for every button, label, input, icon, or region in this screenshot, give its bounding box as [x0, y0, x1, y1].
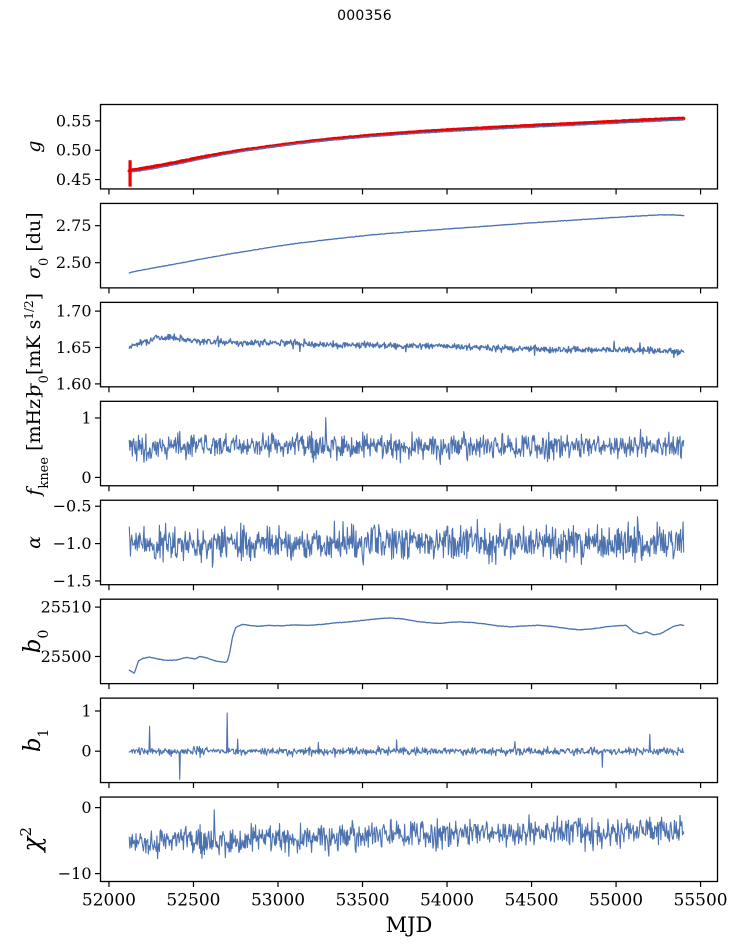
- y-tick-label: −1.0: [53, 534, 92, 553]
- x-tick-label: 55000: [589, 891, 643, 911]
- y-tick-label: 2.50: [56, 253, 92, 272]
- y-tick-label: 0.55: [56, 111, 92, 130]
- y-tick-label: 0.45: [56, 170, 92, 189]
- figure-title: 000356: [337, 8, 392, 24]
- y-tick-label: 1.65: [56, 338, 92, 357]
- ylabel-alpha: α: [23, 536, 45, 549]
- x-tick-label: 52000: [82, 891, 136, 911]
- y-tick-label: 25500: [41, 647, 92, 666]
- xlabel: MJD: [386, 913, 433, 937]
- panel-b0: 25500 25510: [41, 598, 719, 690]
- y-tick-label: −10: [58, 864, 92, 883]
- panel-sigma0_du: 2.50 2.75: [56, 202, 719, 294]
- series-sigma0_du_blue: [128, 214, 685, 274]
- panel-f_knee: 01: [81, 400, 719, 492]
- panel-frame: [99, 598, 719, 685]
- y-tick-label: −0.5: [53, 497, 92, 516]
- y-tick-label: 1: [81, 408, 91, 427]
- ylabel-sigma0-du: σ0 [du]: [23, 212, 52, 279]
- panel-gain: 0.45 0.50 0.55: [56, 103, 719, 195]
- ylabel-chi2: χ2: [17, 827, 46, 854]
- series-chi2_blue: [128, 809, 685, 860]
- series-b1_blue: [128, 712, 685, 780]
- x-tick-label: 53500: [335, 891, 389, 911]
- y-tick-label: 1.60: [56, 374, 92, 393]
- y-tick-label: 1.70: [56, 302, 92, 321]
- y-tick-label: 0: [81, 798, 91, 817]
- x-tick-label: 55500: [674, 891, 728, 911]
- ylabel-sigma0-mk: σ0[mK s1/2]: [22, 293, 52, 396]
- y-tick-label: 1: [81, 701, 91, 720]
- y-tick-label: 0.50: [56, 141, 92, 160]
- panel-frame: [99, 103, 719, 190]
- ylabel-fknee: fknee [mHz]: [23, 391, 52, 497]
- x-tick-label: 52500: [166, 891, 220, 911]
- series-alpha_blue: [128, 516, 685, 568]
- ylabel-b1: b1: [20, 729, 52, 753]
- y-tick-label: 0: [81, 742, 91, 761]
- series-fknee_blue: [128, 417, 685, 465]
- series-g_blue: [128, 119, 685, 173]
- x-tick-label: 54500: [505, 891, 559, 911]
- ylabel-b0: b0: [20, 630, 52, 654]
- series-g_red: [127, 116, 686, 173]
- y-tick-label: 25510: [41, 598, 92, 617]
- x-tick-label: 53000: [251, 891, 305, 911]
- y-tick-label: 2.75: [56, 216, 92, 235]
- panel-chi2: 0 −10 52000 52500 53000 53500 54000 54500 55000 5…: [58, 796, 728, 911]
- panel-frame: [99, 697, 719, 784]
- ylabel-gain: g: [23, 141, 45, 153]
- panel-b1: 01: [81, 697, 719, 789]
- y-tick-label: 0: [81, 468, 91, 487]
- x-tick-label: 54000: [420, 891, 474, 911]
- panel-alpha: −0.5 −1.0 −1.5: [53, 497, 719, 590]
- y-tick-label: −1.5: [53, 571, 92, 590]
- series-sigma0_mk_blue: [128, 333, 685, 359]
- panel-frame: [99, 202, 719, 289]
- series-b0_blue: [128, 617, 685, 674]
- panel-sigma0_mk: 1.60 1.65 1.70: [56, 302, 719, 393]
